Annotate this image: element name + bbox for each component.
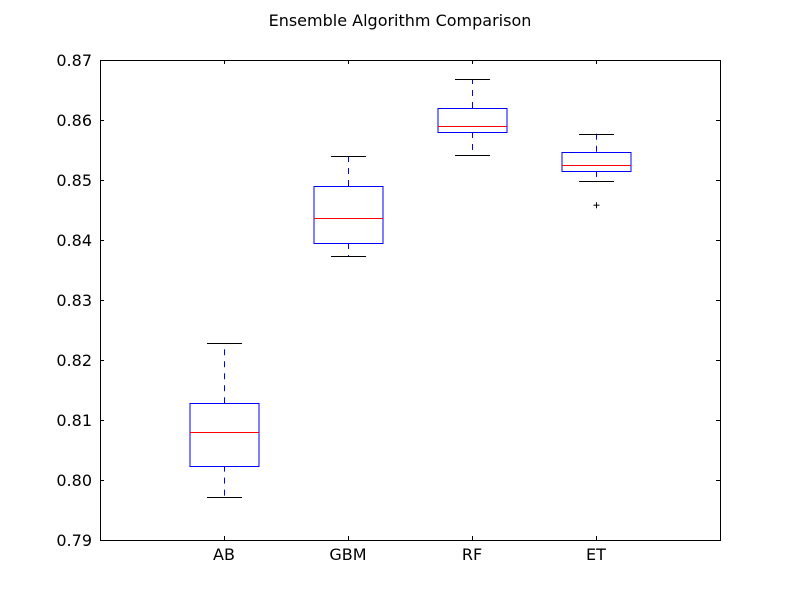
box-iqr — [189, 403, 260, 467]
box-rf — [437, 79, 508, 156]
y-tick-label: 0.84 — [56, 231, 92, 250]
box-iqr — [561, 152, 632, 172]
box-et — [561, 133, 632, 209]
chart-title: Ensemble Algorithm Comparison — [269, 11, 532, 30]
box-ab — [189, 343, 260, 498]
y-tick-label: 0.86 — [56, 111, 92, 130]
y-tick-label: 0.79 — [56, 531, 92, 550]
y-tick-label: 0.87 — [56, 51, 92, 70]
plot-area-frame — [100, 60, 721, 541]
box-iqr — [313, 186, 384, 244]
box-iqr — [437, 108, 508, 133]
x-tick-label: RF — [462, 545, 482, 564]
box-series — [189, 79, 632, 498]
y-tick-label: 0.82 — [56, 351, 92, 370]
x-tick-label: ET — [586, 545, 606, 564]
x-tick-label: AB — [213, 545, 235, 564]
y-tick-label: 0.80 — [56, 471, 92, 490]
x-tick-label: GBM — [329, 545, 366, 564]
axis-ticks: 0.79 0.80 0.81 0.82 0.83 0.84 0.85 0.86 0.87 AB GB… — [56, 51, 720, 564]
y-tick-label: 0.81 — [56, 411, 92, 430]
y-tick-label: 0.83 — [56, 291, 92, 310]
box-gbm — [313, 156, 384, 257]
y-tick-label: 0.85 — [56, 171, 92, 190]
